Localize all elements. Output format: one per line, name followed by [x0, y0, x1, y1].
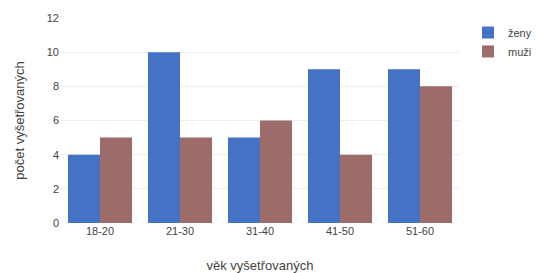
svg-text:muži: muži	[508, 46, 531, 58]
svg-text:počet vyšetřovaných: počet vyšetřovaných	[12, 61, 27, 180]
svg-text:18-20: 18-20	[86, 225, 114, 237]
svg-text:12: 12	[47, 12, 59, 24]
svg-text:4: 4	[53, 149, 59, 161]
svg-text:51-60: 51-60	[406, 225, 434, 237]
svg-text:2: 2	[53, 183, 59, 195]
svg-text:6: 6	[53, 114, 59, 126]
svg-text:10: 10	[47, 46, 59, 58]
svg-text:ženy: ženy	[508, 27, 532, 39]
svg-text:41-50: 41-50	[326, 225, 354, 237]
svg-text:8: 8	[53, 80, 59, 92]
svg-text:21-30: 21-30	[166, 225, 194, 237]
svg-text:věk vyšetřovaných: věk vyšetřovaných	[207, 258, 314, 273]
svg-text:0: 0	[53, 217, 59, 229]
svg-text:31-40: 31-40	[246, 225, 274, 237]
